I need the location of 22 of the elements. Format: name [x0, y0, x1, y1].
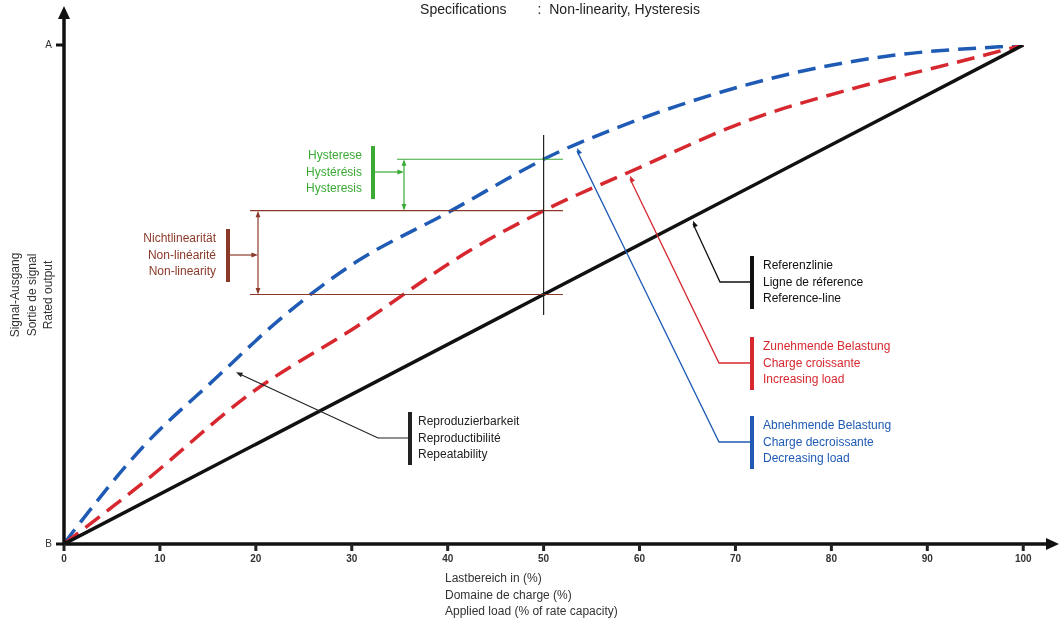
x-tick-label: 80: [825, 552, 838, 564]
text: A: [45, 38, 53, 50]
chart-title: Specifications : Non-linearity, Hysteresis: [420, 0, 700, 17]
text: B: [45, 537, 53, 549]
annotation: Nichtlinearität Non-linéarité Non-linearity: [143, 231, 217, 279]
text: Zunehmende Belastung Charge croissante Increasing load: [763, 339, 891, 387]
text: Abnehmende Belastung Charge decroissante Decreasing load: [763, 418, 892, 466]
y-axis-title: Signal-Ausgang Sortie de signal Rated output: [8, 252, 56, 338]
x-tick-label: 10: [154, 552, 166, 564]
annotation: Reproduzierbarkeit Reproductibilité Repeatability: [418, 414, 521, 462]
x-tick-label: 40: [442, 552, 454, 564]
text: Referenzlinie Ligne de réference Reference-line: [763, 258, 864, 306]
x-tick-label: 50: [538, 552, 550, 564]
x-tick-label: 60: [633, 552, 646, 564]
x-tick-label: 90: [921, 552, 934, 564]
x-tick-label: 100: [1014, 552, 1032, 564]
x-tick-label: 20: [250, 552, 262, 564]
x-tick-label: 70: [729, 552, 742, 564]
x-axis-title: Lastbereich in (%) Domaine de charge (%) Applied load (% of rate capacity): [445, 571, 618, 619]
x-tick-label: 30: [346, 552, 358, 564]
x-tick-label: 0: [61, 552, 68, 564]
annotation: Hysterese Hystérésis Hysteresis: [305, 148, 363, 196]
